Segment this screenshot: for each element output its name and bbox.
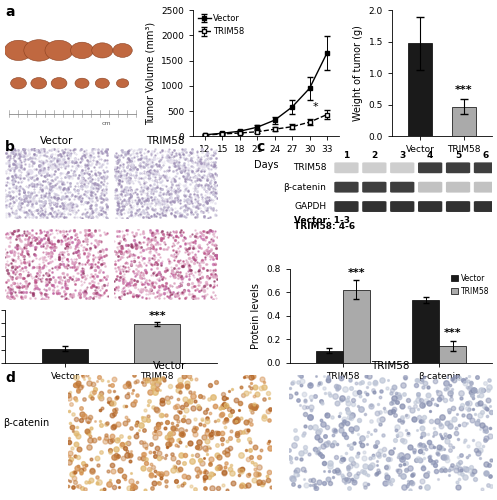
- Ellipse shape: [45, 40, 73, 60]
- FancyBboxPatch shape: [390, 201, 414, 212]
- FancyBboxPatch shape: [446, 162, 470, 173]
- Text: ***: ***: [149, 311, 166, 321]
- FancyBboxPatch shape: [474, 182, 497, 192]
- Ellipse shape: [75, 78, 89, 88]
- Bar: [343, 290, 370, 362]
- Ellipse shape: [51, 78, 67, 89]
- Text: b: b: [5, 140, 15, 154]
- Bar: [412, 300, 439, 362]
- Text: c: c: [256, 140, 264, 154]
- Text: 3: 3: [399, 151, 406, 160]
- Text: ***: ***: [455, 85, 473, 95]
- Text: a: a: [5, 5, 14, 19]
- Ellipse shape: [4, 40, 32, 60]
- FancyBboxPatch shape: [362, 162, 387, 173]
- Text: 2: 2: [371, 151, 378, 160]
- FancyBboxPatch shape: [474, 201, 497, 212]
- Text: TRIM58: TRIM58: [147, 136, 185, 145]
- Text: d: d: [5, 371, 15, 385]
- Ellipse shape: [116, 79, 129, 88]
- Y-axis label: Tumor Volume (mm³): Tumor Volume (mm³): [146, 22, 156, 125]
- Bar: [42, 349, 88, 362]
- Text: Vector: Vector: [153, 361, 186, 371]
- Text: ***: ***: [444, 328, 461, 338]
- Ellipse shape: [18, 154, 29, 158]
- Text: TRIM58: TRIM58: [293, 164, 326, 172]
- Text: β-catenin: β-catenin: [283, 182, 326, 192]
- X-axis label: Days: Days: [254, 160, 278, 170]
- Ellipse shape: [198, 162, 206, 164]
- Ellipse shape: [31, 78, 47, 89]
- FancyBboxPatch shape: [446, 182, 470, 192]
- Y-axis label: Protein levels: Protein levels: [251, 282, 261, 348]
- FancyBboxPatch shape: [362, 182, 387, 192]
- Ellipse shape: [113, 44, 132, 58]
- Y-axis label: Weight of tumor (g): Weight of tumor (g): [353, 25, 363, 121]
- Ellipse shape: [79, 179, 87, 185]
- Ellipse shape: [10, 78, 26, 89]
- Ellipse shape: [197, 162, 210, 168]
- Ellipse shape: [71, 42, 93, 58]
- FancyBboxPatch shape: [418, 162, 442, 173]
- Text: TRIM58: TRIM58: [371, 361, 410, 371]
- FancyBboxPatch shape: [418, 201, 442, 212]
- Text: β-catenin: β-catenin: [3, 418, 50, 428]
- Text: Vector: Vector: [40, 136, 73, 145]
- FancyBboxPatch shape: [418, 182, 442, 192]
- Text: ***: ***: [347, 268, 365, 278]
- Text: 4: 4: [427, 151, 433, 160]
- Bar: [408, 44, 432, 136]
- Ellipse shape: [95, 78, 109, 88]
- Bar: [452, 106, 476, 136]
- Bar: [134, 324, 180, 362]
- Text: cm: cm: [101, 121, 111, 126]
- FancyBboxPatch shape: [390, 162, 414, 173]
- Text: 6: 6: [483, 151, 489, 160]
- Ellipse shape: [50, 166, 61, 169]
- Ellipse shape: [56, 160, 71, 165]
- FancyBboxPatch shape: [334, 182, 358, 192]
- Bar: [439, 346, 466, 362]
- FancyBboxPatch shape: [334, 201, 358, 212]
- Ellipse shape: [92, 43, 113, 58]
- FancyBboxPatch shape: [362, 201, 387, 212]
- FancyBboxPatch shape: [390, 182, 414, 192]
- Text: 1: 1: [343, 151, 349, 160]
- FancyBboxPatch shape: [474, 162, 497, 173]
- Legend: Vector, TRIM58: Vector, TRIM58: [198, 14, 245, 36]
- Ellipse shape: [26, 199, 35, 203]
- Ellipse shape: [24, 40, 54, 61]
- Bar: [316, 351, 343, 362]
- Ellipse shape: [180, 167, 191, 170]
- Ellipse shape: [152, 172, 160, 175]
- Text: GAPDH: GAPDH: [294, 202, 326, 211]
- Ellipse shape: [38, 168, 47, 174]
- Ellipse shape: [161, 200, 169, 204]
- Text: Vector: 1-3: Vector: 1-3: [294, 216, 350, 225]
- Ellipse shape: [146, 158, 155, 162]
- Text: 5: 5: [455, 151, 461, 160]
- FancyBboxPatch shape: [334, 162, 358, 173]
- Legend: Vector, TRIM58: Vector, TRIM58: [448, 270, 492, 298]
- Ellipse shape: [62, 204, 73, 210]
- Ellipse shape: [168, 159, 176, 164]
- Ellipse shape: [169, 200, 176, 203]
- Text: *: *: [313, 102, 318, 112]
- Ellipse shape: [27, 169, 34, 175]
- Text: TRIM58: 4-6: TRIM58: 4-6: [294, 222, 355, 231]
- FancyBboxPatch shape: [446, 201, 470, 212]
